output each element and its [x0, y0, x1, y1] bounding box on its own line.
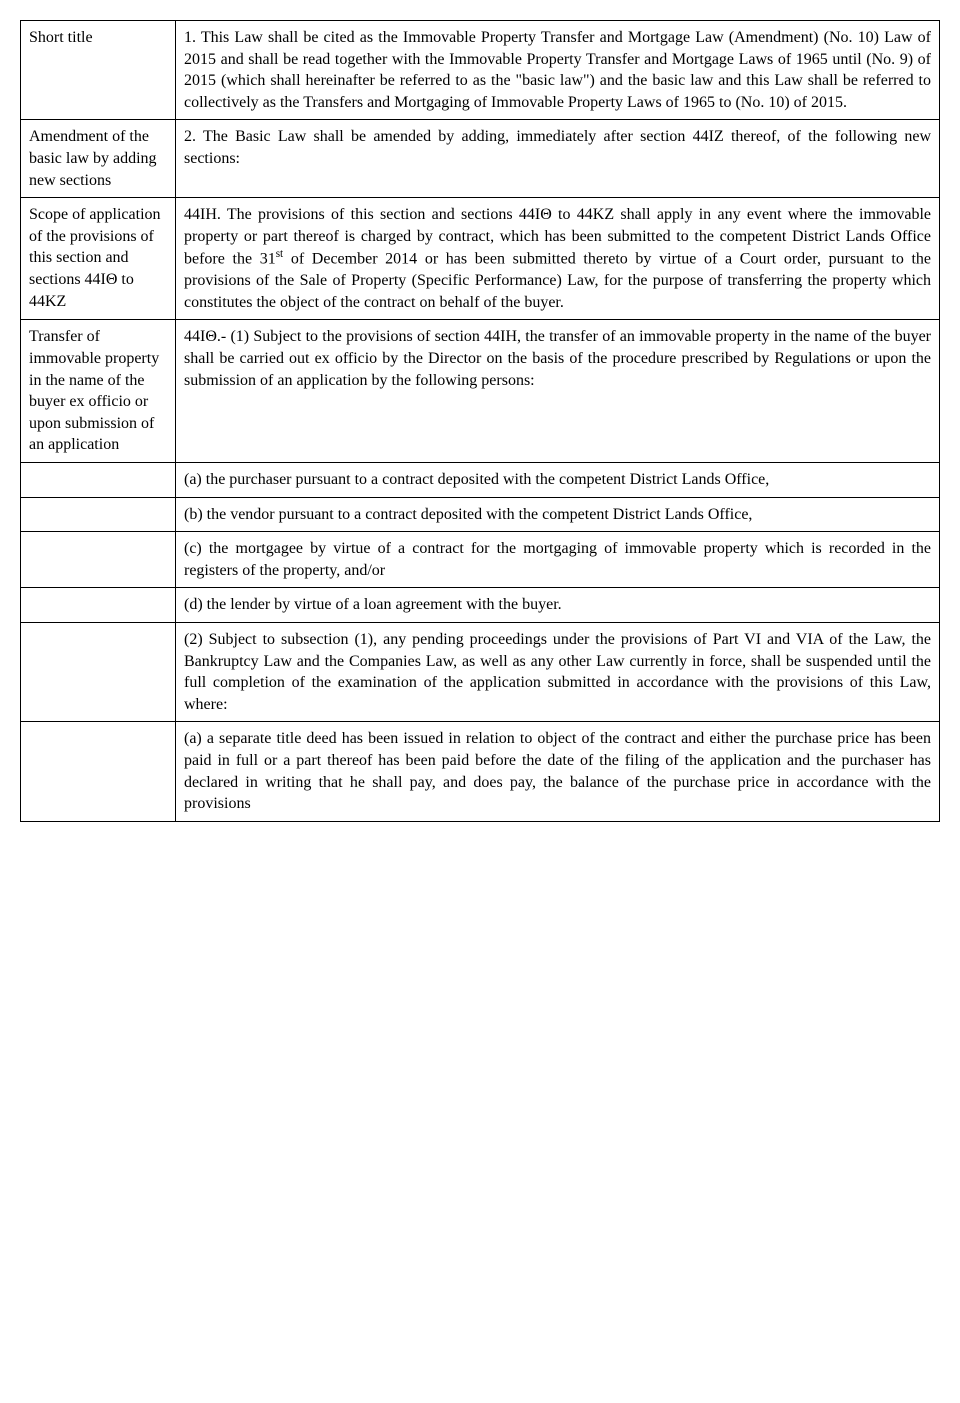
table-row: Scope of application of the provisions o… [21, 198, 940, 320]
margin-note: Short title [21, 21, 176, 120]
provision-text: (b) the vendor pursuant to a contract de… [176, 497, 940, 532]
margin-note [21, 497, 176, 532]
table-row: Amendment of the basic law by adding new… [21, 120, 940, 198]
provision-text: 2. The Basic Law shall be amended by add… [176, 120, 940, 198]
law-table: Short title1. This Law shall be cited as… [20, 20, 940, 822]
provision-text: (2) Subject to subsection (1), any pendi… [176, 622, 940, 721]
table-row: Transfer of immovable property in the na… [21, 320, 940, 463]
provision-text: (d) the lender by virtue of a loan agree… [176, 588, 940, 623]
provision-text: (a) a separate title deed has been issue… [176, 722, 940, 821]
law-table-body: Short title1. This Law shall be cited as… [21, 21, 940, 822]
provision-text: (c) the mortgagee by virtue of a contrac… [176, 532, 940, 588]
margin-note [21, 588, 176, 623]
provision-text: 44IH. The provisions of this section and… [176, 198, 940, 320]
margin-note: Scope of application of the provisions o… [21, 198, 176, 320]
table-row: Short title1. This Law shall be cited as… [21, 21, 940, 120]
table-row: (2) Subject to subsection (1), any pendi… [21, 622, 940, 721]
margin-note: Amendment of the basic law by adding new… [21, 120, 176, 198]
margin-note: Transfer of immovable property in the na… [21, 320, 176, 463]
provision-text: 44IΘ.- (1) Subject to the provisions of … [176, 320, 940, 463]
table-row: (c) the mortgagee by virtue of a contrac… [21, 532, 940, 588]
table-row: (b) the vendor pursuant to a contract de… [21, 497, 940, 532]
table-row: (d) the lender by virtue of a loan agree… [21, 588, 940, 623]
margin-note [21, 532, 176, 588]
table-row: (a) the purchaser pursuant to a contract… [21, 463, 940, 498]
margin-note [21, 722, 176, 821]
margin-note [21, 622, 176, 721]
provision-text: 1. This Law shall be cited as the Immova… [176, 21, 940, 120]
provision-text: (a) the purchaser pursuant to a contract… [176, 463, 940, 498]
margin-note [21, 463, 176, 498]
table-row: (a) a separate title deed has been issue… [21, 722, 940, 821]
